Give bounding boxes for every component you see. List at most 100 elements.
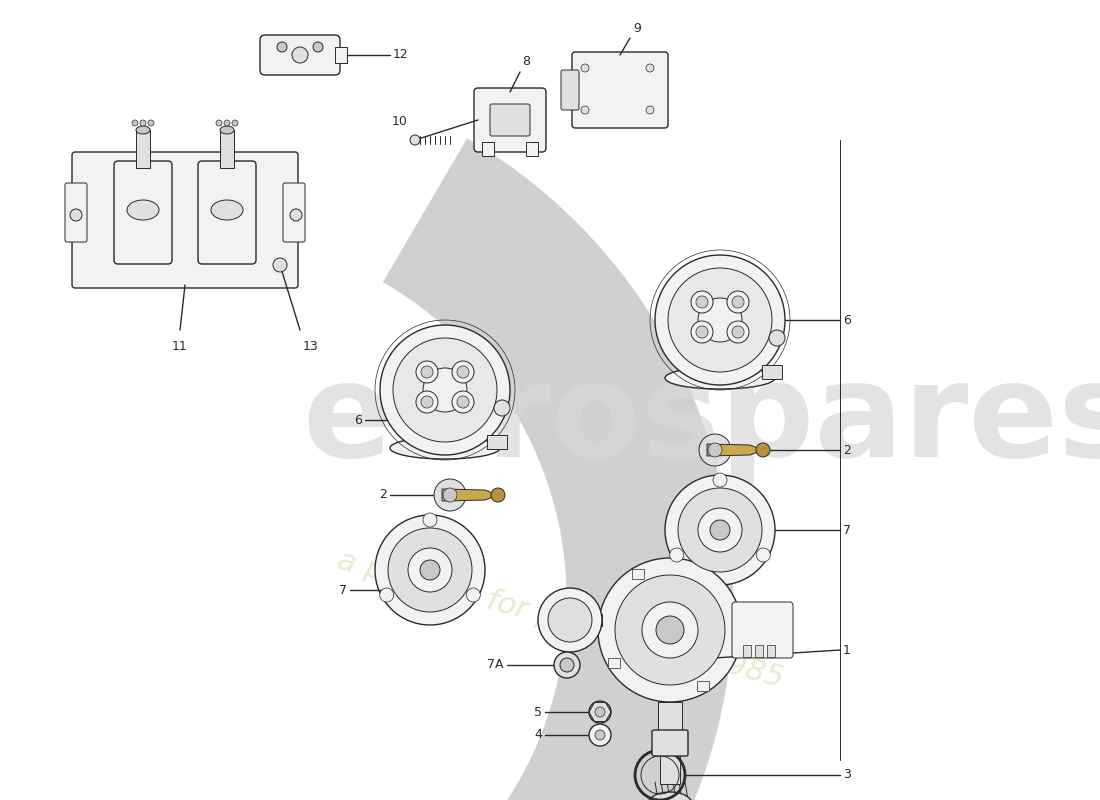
Circle shape xyxy=(216,120,222,126)
Polygon shape xyxy=(707,444,763,456)
Circle shape xyxy=(70,209,82,221)
FancyBboxPatch shape xyxy=(732,602,793,658)
Circle shape xyxy=(379,588,394,602)
Circle shape xyxy=(595,707,605,717)
Circle shape xyxy=(538,588,602,652)
Circle shape xyxy=(654,255,785,385)
FancyBboxPatch shape xyxy=(260,35,340,75)
Bar xyxy=(220,130,234,168)
Text: 7A: 7A xyxy=(487,658,504,671)
Circle shape xyxy=(769,330,785,346)
Circle shape xyxy=(646,106,654,114)
Bar xyxy=(598,614,602,626)
Circle shape xyxy=(732,296,744,308)
Polygon shape xyxy=(442,489,498,501)
Circle shape xyxy=(595,730,605,740)
Circle shape xyxy=(666,475,776,585)
Text: a passion for parts since 1985: a passion for parts since 1985 xyxy=(333,546,786,694)
Text: 8: 8 xyxy=(522,55,530,68)
Circle shape xyxy=(698,298,742,342)
Text: 3: 3 xyxy=(843,769,851,782)
Circle shape xyxy=(232,120,238,126)
Circle shape xyxy=(581,106,589,114)
Circle shape xyxy=(224,120,230,126)
FancyBboxPatch shape xyxy=(490,104,530,136)
Ellipse shape xyxy=(410,135,420,145)
Circle shape xyxy=(443,488,456,502)
Bar xyxy=(526,142,538,156)
Circle shape xyxy=(393,338,497,442)
Circle shape xyxy=(560,658,574,672)
Bar xyxy=(336,47,346,63)
Text: 11: 11 xyxy=(172,340,188,353)
Circle shape xyxy=(727,291,749,313)
Circle shape xyxy=(434,479,466,511)
Circle shape xyxy=(424,513,437,527)
Circle shape xyxy=(581,64,589,72)
Ellipse shape xyxy=(126,200,160,220)
Text: 7: 7 xyxy=(339,583,346,597)
Bar xyxy=(482,142,494,156)
Circle shape xyxy=(642,602,698,658)
Ellipse shape xyxy=(136,126,150,134)
Circle shape xyxy=(756,443,770,457)
Bar xyxy=(607,658,619,667)
Circle shape xyxy=(140,120,146,126)
Circle shape xyxy=(727,321,749,343)
Bar xyxy=(755,645,763,657)
Ellipse shape xyxy=(390,437,501,459)
Circle shape xyxy=(292,47,308,63)
Circle shape xyxy=(421,396,433,408)
Circle shape xyxy=(698,434,732,466)
Circle shape xyxy=(379,325,510,455)
Text: 5: 5 xyxy=(534,706,542,718)
Text: 12: 12 xyxy=(393,49,409,62)
Circle shape xyxy=(277,42,287,52)
Circle shape xyxy=(375,515,485,625)
Circle shape xyxy=(708,443,722,457)
Circle shape xyxy=(494,400,510,416)
Circle shape xyxy=(698,508,742,552)
Circle shape xyxy=(757,548,770,562)
Circle shape xyxy=(388,528,472,612)
Circle shape xyxy=(273,258,287,272)
Circle shape xyxy=(452,361,474,383)
FancyBboxPatch shape xyxy=(283,183,305,242)
Circle shape xyxy=(646,64,654,72)
Text: 2: 2 xyxy=(843,443,851,457)
Bar xyxy=(742,645,751,657)
FancyBboxPatch shape xyxy=(72,152,298,288)
Circle shape xyxy=(668,268,772,372)
Text: 4: 4 xyxy=(535,729,542,742)
Circle shape xyxy=(452,391,474,413)
Circle shape xyxy=(713,473,727,487)
Bar xyxy=(136,130,150,168)
Ellipse shape xyxy=(211,200,243,220)
Circle shape xyxy=(732,326,744,338)
Circle shape xyxy=(408,548,452,592)
Circle shape xyxy=(421,366,433,378)
Circle shape xyxy=(466,588,481,602)
Bar xyxy=(696,682,708,691)
Circle shape xyxy=(290,209,303,221)
FancyBboxPatch shape xyxy=(561,70,579,110)
FancyBboxPatch shape xyxy=(65,183,87,242)
Ellipse shape xyxy=(220,126,234,134)
Text: 9: 9 xyxy=(632,22,641,35)
Circle shape xyxy=(132,120,138,126)
Circle shape xyxy=(588,724,610,746)
FancyBboxPatch shape xyxy=(474,88,546,152)
Bar xyxy=(660,754,680,784)
Circle shape xyxy=(696,296,708,308)
Text: 6: 6 xyxy=(843,314,851,326)
Circle shape xyxy=(456,396,469,408)
Ellipse shape xyxy=(666,367,776,389)
Circle shape xyxy=(656,616,684,644)
Text: 6: 6 xyxy=(354,414,362,426)
Circle shape xyxy=(554,652,580,678)
Text: 13: 13 xyxy=(302,340,319,353)
Bar xyxy=(487,435,507,449)
Bar xyxy=(762,365,782,379)
Ellipse shape xyxy=(648,792,692,800)
Circle shape xyxy=(416,361,438,383)
